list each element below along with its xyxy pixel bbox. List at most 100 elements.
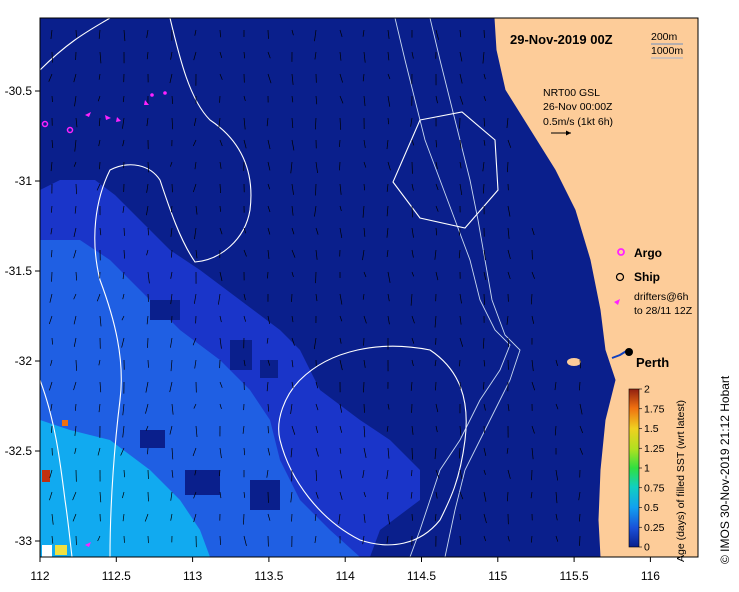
current-arrow <box>507 139 512 148</box>
current-arrow <box>98 359 101 366</box>
colorbar-tick-label: 2 <box>644 384 650 396</box>
current-arrow <box>411 315 415 324</box>
current-arrow <box>459 513 461 520</box>
current-arrow <box>146 117 149 127</box>
current-arrow <box>96 183 101 191</box>
current-arrow <box>74 403 77 411</box>
current-arrow <box>507 535 510 542</box>
current-arrow <box>75 359 77 371</box>
argo-marker <box>41 120 49 128</box>
current-arrow <box>96 293 101 302</box>
perth-marker <box>625 348 633 356</box>
current-arrow <box>219 51 223 59</box>
current-arrow <box>73 73 77 83</box>
product-scale: 0.5m/s (1kt 6h) <box>543 116 613 128</box>
current-arrow <box>99 161 101 170</box>
current-arrow <box>74 95 77 107</box>
drifter-marker <box>105 115 111 120</box>
current-arrow <box>387 513 390 525</box>
current-arrow <box>219 29 221 38</box>
current-arrow <box>195 425 198 438</box>
current-arrow <box>219 337 222 349</box>
current-arrow <box>387 491 389 500</box>
current-arrow <box>169 73 173 84</box>
current-arrow <box>73 315 77 325</box>
current-arrow <box>291 425 296 435</box>
current-arrow <box>339 315 343 322</box>
map-title: 29-Nov-2019 00Z <box>510 32 613 47</box>
current-arrow <box>386 425 389 432</box>
colorbar-label: Age (days) of filled SST (wrt latest) <box>675 400 687 562</box>
current-arrow <box>49 469 53 479</box>
current-arrow <box>122 513 125 522</box>
current-arrow <box>483 359 486 367</box>
current-arrow <box>483 535 487 542</box>
current-arrow <box>219 535 221 545</box>
current-arrow <box>170 359 173 372</box>
current-arrow <box>411 359 414 366</box>
depth-legend-1000m: 1000m <box>651 45 683 57</box>
current-arrow <box>579 425 584 434</box>
argo-legend-icon <box>617 248 625 256</box>
current-arrow <box>314 51 317 60</box>
current-arrow <box>170 293 173 305</box>
current-arrow <box>459 535 462 545</box>
current-arrow <box>170 337 173 348</box>
current-arrow <box>363 381 365 393</box>
drifter-marker <box>144 100 149 105</box>
current-arrow <box>51 425 53 433</box>
current-arrow <box>267 249 270 260</box>
current-arrow <box>243 293 246 301</box>
current-arrow <box>411 513 413 521</box>
current-arrow <box>74 447 77 454</box>
current-arrow <box>243 51 246 59</box>
current-arrow <box>194 359 197 369</box>
current-arrow <box>291 337 295 346</box>
current-arrow <box>507 205 511 217</box>
current-arrow <box>146 183 149 193</box>
current-arrow <box>194 293 197 304</box>
current-arrow <box>99 381 102 393</box>
x-tick-label: 112 <box>30 569 49 583</box>
current-arrow <box>314 205 317 217</box>
current-arrow <box>97 95 101 102</box>
drifter-marker <box>150 93 154 97</box>
current-arrow <box>170 491 173 501</box>
current-arrow <box>507 249 511 260</box>
current-arrow <box>243 447 246 456</box>
current-arrow <box>291 315 294 323</box>
current-arrow <box>122 403 125 416</box>
dark-patches <box>140 300 280 510</box>
current-arrow <box>73 381 77 391</box>
current-arrow <box>531 315 535 324</box>
current-arrow <box>48 315 53 325</box>
product-name: NRT00 GSL <box>543 87 600 99</box>
current-arrow <box>170 227 173 237</box>
current-arrow <box>386 183 389 192</box>
current-arrow <box>75 271 78 281</box>
current-arrow <box>435 29 440 40</box>
current-arrow <box>50 359 53 366</box>
current-arrow <box>315 293 318 302</box>
current-arrow <box>411 337 415 344</box>
current-arrow <box>170 205 173 213</box>
current-arrow <box>98 73 101 80</box>
current-arrow <box>483 513 487 524</box>
current-arrow <box>459 293 462 304</box>
current-arrow <box>291 95 294 103</box>
current-arrow <box>363 271 367 278</box>
current-arrow <box>339 469 343 479</box>
symbol-legend: Argo Ship drifters@6h to 28/11 12Z <box>614 246 693 317</box>
current-arrow <box>434 249 437 260</box>
current-arrow <box>72 491 77 501</box>
current-arrow <box>243 249 247 257</box>
current-arrow <box>291 271 294 277</box>
current-arrow <box>218 293 221 305</box>
current-arrow <box>74 205 77 214</box>
current-arrow <box>243 139 247 149</box>
current-arrow <box>243 227 247 234</box>
age-dots <box>42 420 68 557</box>
current-arrow <box>219 403 222 409</box>
colorbar-tick-label: 0.5 <box>644 502 659 514</box>
current-arrow <box>147 227 150 236</box>
